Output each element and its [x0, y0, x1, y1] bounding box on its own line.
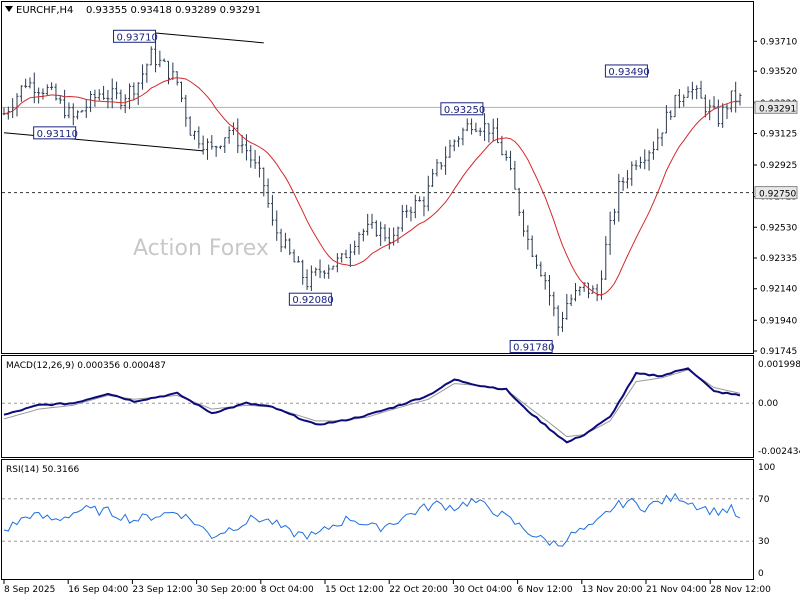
- x-tick-label: 28 Nov 12:00: [710, 585, 771, 595]
- y-tick-label: 0.93520: [760, 67, 797, 77]
- price-callout-box: [440, 102, 484, 116]
- grid-lines: [2, 106, 753, 542]
- rsi-y-tick-label: 30: [758, 537, 770, 547]
- price-callout-label: 0.93110: [37, 129, 78, 140]
- x-tick-label: 30 Oct 04:00: [453, 585, 512, 595]
- x-tick-label: 21 Nov 04:00: [646, 585, 707, 595]
- rsi-label: RSI(14) 50.3166: [6, 465, 79, 475]
- rsi-panel: [1, 459, 754, 580]
- collapse-triangle-icon[interactable]: [5, 6, 13, 12]
- y-axis: 0.937100.935200.933200.931250.929250.927…: [753, 37, 800, 579]
- price-callout-label: 0.92080: [292, 295, 333, 306]
- x-tick-label: 16 Sep 04:00: [68, 585, 128, 595]
- y-tick-label: 0.92335: [760, 254, 797, 264]
- level-price-label: 0.92750: [759, 190, 796, 200]
- x-tick-label: 8 Oct 04:00: [261, 585, 314, 595]
- price-callout-box: [113, 29, 157, 43]
- current-price-label: 0.93291: [759, 104, 796, 114]
- y-tick-label: 0.92530: [760, 223, 797, 233]
- x-tick-label: 30 Sep 20:00: [197, 585, 257, 595]
- x-tick-label: 22 Oct 20:00: [389, 585, 448, 595]
- moving-average: [3, 77, 740, 296]
- symbol-label: EURCHF,H4: [16, 5, 73, 16]
- macd-y-tick-label: -0.002434: [758, 447, 800, 457]
- rsi-lines: [3, 492, 741, 547]
- price-callout-box: [288, 292, 332, 306]
- rsi-y-tick-label: 70: [758, 495, 770, 505]
- macd-line: [3, 367, 741, 444]
- level-price-box: [754, 186, 798, 200]
- price-callouts: 0.93710 0.93110 0.92080 0.93250 0.91780 0.934…: [33, 29, 650, 353]
- price-callout-label: 0.93250: [444, 105, 485, 116]
- price-callout-label: 0.93490: [608, 67, 649, 78]
- upper-trendline: [151, 32, 264, 44]
- x-tick-label: 8 Sep 2025: [4, 585, 55, 595]
- current-price-box: [754, 100, 798, 114]
- price-callout-box: [604, 64, 648, 78]
- x-tick-label: 6 Nov 12:00: [518, 585, 573, 595]
- y-tick-label: 0.92140: [760, 285, 797, 295]
- price-callout-label: 0.93710: [117, 32, 158, 43]
- price-bars: [2, 41, 742, 336]
- ohlc-values: 0.93355 0.93418 0.93289 0.93291: [86, 5, 261, 16]
- macd-lines: [3, 367, 741, 444]
- moving-average-line: [3, 77, 740, 296]
- macd-panel: [1, 355, 754, 458]
- rsi-line: [3, 492, 741, 547]
- rsi-y-tick-label: 0: [758, 569, 764, 579]
- rsi-y-tick-label: 100: [758, 463, 775, 473]
- macd-label: MACD(12,26,9) 0.000356 0.000487: [6, 361, 166, 371]
- macd-y-tick-label: 0.001998: [758, 360, 800, 370]
- y-tick-label: 0.91745: [760, 347, 797, 357]
- price-callout-box: [33, 126, 77, 140]
- price-callout-label: 0.91780: [513, 342, 554, 353]
- macd-y-tick-label: 0.00: [758, 399, 778, 409]
- x-axis: 8 Sep 2025 16 Sep 04:00 23 Sep 12:00 30 Sep…: [3, 580, 771, 595]
- y-tick-label: 0.93125: [760, 129, 797, 139]
- x-tick-label: 23 Sep 12:00: [132, 585, 192, 595]
- signal-line: [3, 369, 741, 438]
- x-tick-label: 13 Nov 20:00: [582, 585, 643, 595]
- price-panel: [1, 1, 754, 354]
- y-tick-label: 0.92925: [760, 161, 797, 171]
- x-tick-label: 15 Oct 12:00: [325, 585, 384, 595]
- y-tick-label: 0.91940: [760, 316, 797, 326]
- y-tick-label: 0.93710: [760, 37, 797, 47]
- watermark-text: Action Forex: [133, 236, 269, 261]
- price-callout-box: [509, 339, 553, 353]
- header: EURCHF,H4 0.93355 0.93418 0.93289 0.9329…: [5, 5, 261, 16]
